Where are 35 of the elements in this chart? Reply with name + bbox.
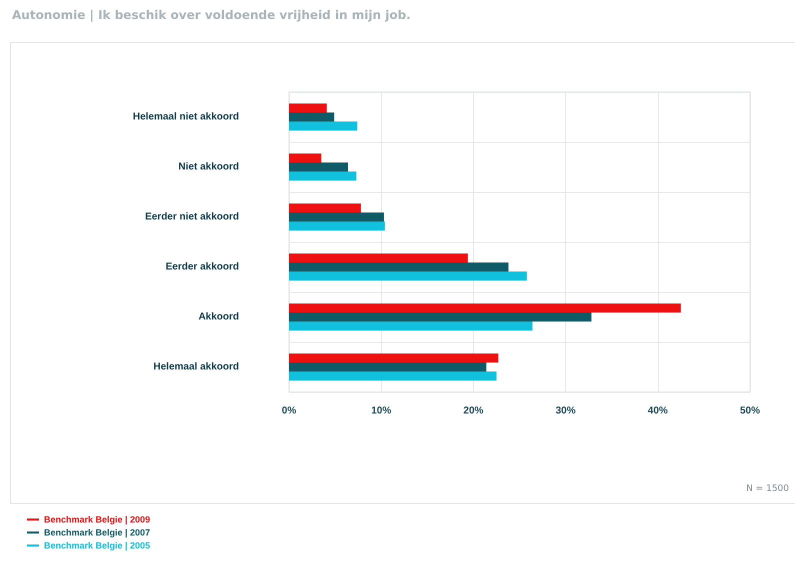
bar: [289, 272, 527, 280]
x-tick-label: 20%: [463, 406, 484, 416]
bar: [289, 354, 498, 362]
legend-label: Benchmark Belgie | 2009: [44, 514, 150, 524]
y-tick-label: Helemaal niet akkoord: [132, 112, 239, 122]
x-tick-label: 30%: [556, 406, 576, 416]
bar: [289, 372, 496, 380]
x-tick-label: 50%: [740, 406, 760, 416]
bar: [289, 304, 681, 312]
chart-title: Autonomie | Ik beschik over voldoende vrijheid in mijn job.: [12, 8, 411, 22]
bar: [289, 312, 592, 322]
bar: [289, 204, 361, 212]
bar: [289, 172, 356, 180]
text: N = 1500: [746, 484, 789, 494]
bar: [289, 222, 385, 230]
bar: [289, 254, 468, 262]
bar: [289, 162, 348, 172]
y-tick-label: Niet akkoord: [178, 162, 239, 172]
bar: [289, 212, 384, 222]
bar: [289, 362, 486, 372]
bar: [289, 322, 532, 330]
legend-label: Benchmark Belgie | 2005: [44, 540, 150, 550]
bar: [289, 262, 508, 272]
bar: [289, 104, 327, 112]
bar: [289, 122, 358, 130]
bar: [289, 112, 334, 122]
y-tick-label: Helemaal akkoord: [153, 362, 239, 372]
y-tick-label: Eerder niet akkoord: [145, 212, 239, 222]
x-tick-label: 40%: [648, 406, 668, 416]
bar: [289, 154, 322, 162]
y-tick-label: Akkoord: [198, 312, 239, 322]
legend-label: Benchmark Belgie | 2007: [44, 528, 150, 538]
x-tick-label: 10%: [371, 406, 392, 416]
y-tick-label: Eerder akkoord: [166, 262, 239, 272]
x-tick-label: 0%: [282, 406, 296, 416]
